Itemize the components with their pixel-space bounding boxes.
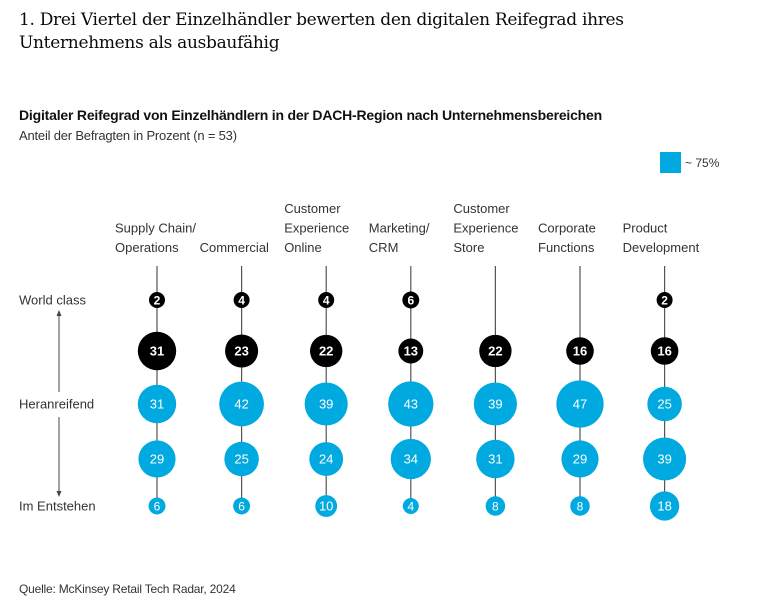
column-header: Experience: [453, 221, 518, 236]
bubble-label: 42: [234, 397, 248, 412]
chart-subtitle: Anteil der Befragten in Prozent (n = 53): [19, 128, 237, 143]
bubble-label: 2: [661, 294, 668, 308]
bubble-label: 6: [407, 294, 414, 308]
column-header: Development: [623, 240, 700, 255]
column-header: Supply Chain/: [115, 221, 196, 236]
bubble-label: 31: [488, 452, 502, 467]
bubble-label: 29: [150, 452, 164, 467]
legend: ~ 75%: [660, 152, 719, 173]
column-header: Customer: [453, 201, 510, 216]
page-title: 1. Drei Viertel der Einzelhändler bewert…: [19, 10, 624, 53]
bubble-label: 8: [577, 500, 584, 514]
bubble: [233, 292, 250, 308]
bubble: [318, 292, 335, 308]
bubble: [137, 384, 177, 424]
bubble-label: 22: [319, 344, 333, 359]
bubble: [388, 381, 434, 427]
legend-label: ~ 75%: [685, 155, 720, 170]
bubble: [309, 442, 344, 476]
bubble: [310, 334, 343, 368]
bubble: [148, 497, 166, 515]
y-axis-label: Im Entstehen: [19, 499, 96, 514]
bubble: [402, 498, 419, 514]
column-header: Store: [453, 240, 484, 255]
bubble-label: 16: [573, 344, 587, 359]
bubble: [402, 291, 420, 309]
bubble: [224, 441, 259, 477]
column-header: Customer: [284, 201, 341, 216]
column-header: Online: [284, 240, 322, 255]
bubble: [556, 380, 604, 428]
bubble: [485, 496, 506, 516]
bubble-label: 39: [488, 397, 502, 412]
column-header: Operations: [115, 240, 179, 255]
column-header: Product: [623, 221, 668, 236]
bubble: [137, 331, 177, 371]
bubble-label: 4: [323, 294, 330, 308]
bubble: [315, 495, 338, 517]
bubble-label: 22: [488, 344, 502, 359]
bubble-label: 13: [404, 344, 418, 359]
bubble-label: 31: [150, 397, 164, 412]
bubble-label: 23: [234, 344, 248, 359]
bubble-label: 4: [238, 294, 245, 308]
bubble-label: 6: [238, 500, 245, 514]
bubble: [149, 292, 165, 308]
chart-title: Digitaler Reifegrad von Einzelhändlern i…: [19, 107, 602, 123]
legend-swatch: [660, 152, 681, 173]
bubble: [473, 382, 517, 426]
column-header: Marketing/: [369, 221, 430, 236]
bubble: [219, 381, 264, 427]
bubble-label: 34: [404, 452, 418, 467]
bubble: [476, 439, 515, 479]
bubble: [656, 292, 673, 308]
bubble-label: 25: [234, 452, 248, 467]
bubble: [650, 337, 679, 365]
column-header: Functions: [538, 240, 595, 255]
bubble-label: 18: [657, 499, 671, 514]
bubble: [570, 496, 590, 516]
bubble: [225, 334, 259, 368]
bubble: [304, 382, 348, 426]
bubble-label: 47: [573, 397, 587, 412]
column-header: Commercial: [200, 240, 269, 255]
bubble: [138, 440, 176, 478]
bubble: [233, 497, 251, 515]
bubble: [398, 338, 424, 364]
column-header: Corporate: [538, 221, 596, 236]
bubble: [566, 337, 594, 365]
bubble: [647, 386, 682, 422]
bubble: [390, 438, 431, 480]
arrow-down-icon: [56, 491, 62, 497]
bubble-label: 24: [319, 452, 333, 467]
bubble-label: 39: [319, 397, 333, 412]
bubble-label: 6: [154, 500, 161, 514]
source-note: Quelle: McKinsey Retail Tech Radar, 2024: [19, 582, 236, 596]
bubble-label: 2: [154, 294, 161, 308]
bubble: [479, 334, 512, 368]
y-axis-label: Heranreifend: [19, 397, 94, 412]
bubble: [649, 491, 680, 521]
bubble-label: 10: [319, 499, 333, 514]
column-header: CRM: [369, 240, 399, 255]
bubble-label: 39: [657, 452, 671, 467]
arrow-up-icon: [56, 310, 62, 316]
y-axis-label: World class: [19, 293, 86, 308]
column-header: Experience: [284, 221, 349, 236]
bubble-label: 4: [407, 500, 414, 514]
bubble-label: 16: [657, 344, 671, 359]
bubble-label: 25: [657, 397, 671, 412]
bubble: [561, 440, 599, 478]
bubble-label: 29: [573, 452, 587, 467]
bubble-label: 43: [404, 397, 418, 412]
bubble-label: 31: [150, 344, 164, 359]
bubble-label: 8: [492, 500, 499, 514]
bubble: [643, 437, 687, 481]
